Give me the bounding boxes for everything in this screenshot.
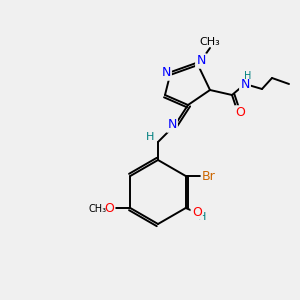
- Text: H: H: [197, 212, 206, 222]
- Text: N: N: [167, 118, 177, 131]
- Text: Br: Br: [202, 169, 216, 182]
- Text: O: O: [192, 206, 202, 218]
- Text: O: O: [235, 106, 245, 119]
- Text: N: N: [196, 55, 206, 68]
- Text: CH₃: CH₃: [88, 204, 106, 214]
- Text: CH₃: CH₃: [200, 37, 220, 47]
- Text: O: O: [104, 202, 114, 214]
- Text: N: N: [161, 67, 171, 80]
- Text: H: H: [244, 71, 252, 81]
- Text: N: N: [240, 77, 250, 91]
- Text: H: H: [146, 132, 154, 142]
